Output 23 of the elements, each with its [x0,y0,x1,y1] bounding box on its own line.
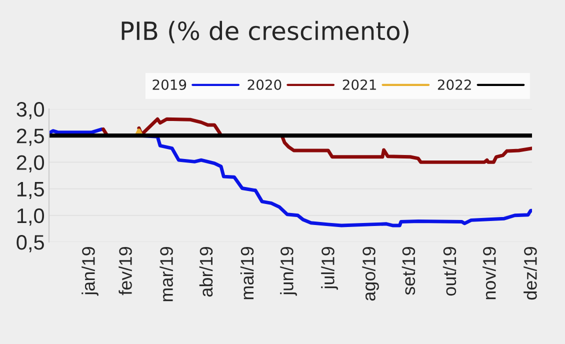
x-tick-label: jan/19 [82,247,98,296]
y-tick-label: 1,0 [17,208,44,226]
x-tick-label: out/19 [442,247,456,296]
chart-title: PIB (% de crescimento) [122,20,408,44]
y-tick-label: 2,0 [16,155,44,172]
x-tick-label: fev/19 [118,247,132,296]
legend-label: 2021 [342,79,376,90]
y-tick-label: 0,5 [16,235,44,252]
x-tick-label: mar/19 [160,247,173,302]
legend-label: 2022 [438,79,471,90]
x-tick-label: mai/19 [240,247,254,300]
x-tick-label: abr/19 [199,247,213,297]
x-tick-label: ago/19 [362,247,379,301]
y-tick-label: 3,0 [16,102,44,120]
y-tick-label: 1,5 [17,182,44,200]
y-tick-label: 2,5 [16,128,44,146]
x-tick-label: jun/19 [280,247,297,296]
legend-label: 2019 [152,79,186,90]
x-tick-label: dez/19 [524,247,537,300]
x-tick-label: nov/19 [482,247,496,300]
legend-label: 2020 [248,79,282,90]
x-tick-label: set/19 [402,247,416,295]
x-tick-label: jul/19 [321,247,338,290]
